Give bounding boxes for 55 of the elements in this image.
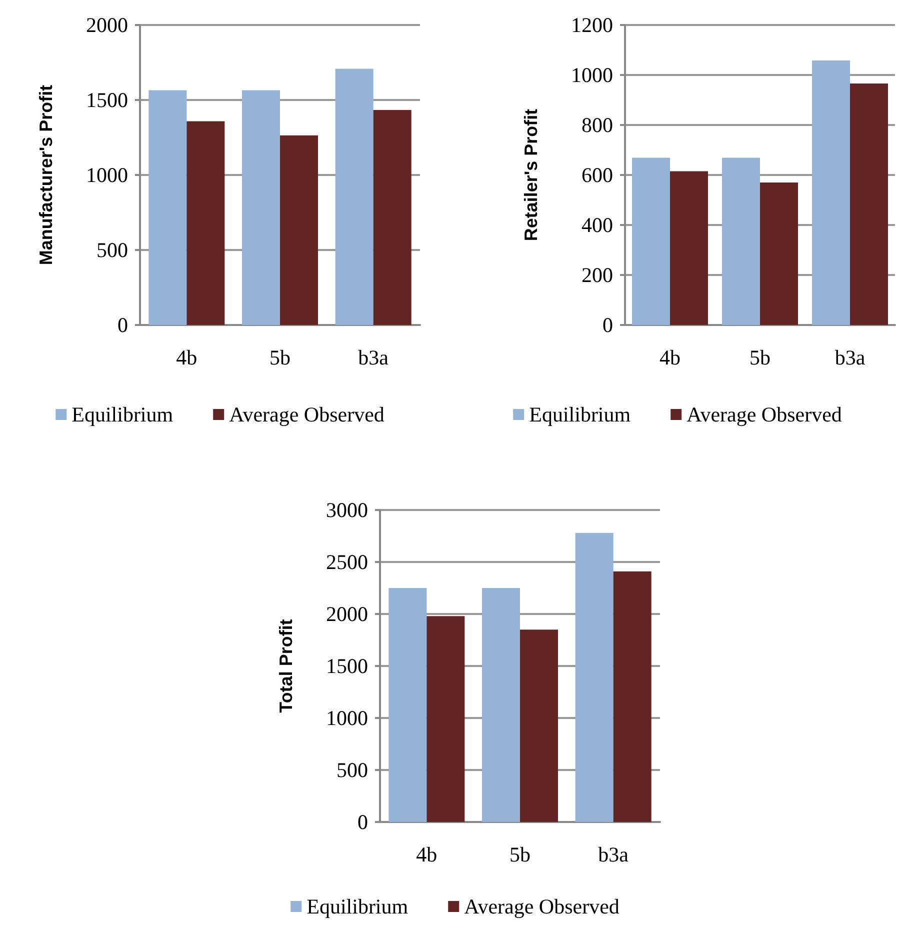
y-tick-label: 1500 [86, 88, 128, 112]
bar [632, 158, 670, 325]
legend-label: Average Observed [686, 402, 842, 426]
legend-label: Equilibrium [529, 402, 631, 426]
y-tick-label: 2000 [326, 602, 368, 626]
bar [722, 158, 760, 325]
bar [670, 171, 708, 325]
legend-label: Average Observed [464, 894, 620, 918]
bar [426, 616, 465, 822]
y-tick-label: 600 [582, 163, 613, 187]
bar [242, 90, 280, 325]
y-tick-label: 2000 [86, 13, 128, 37]
bar [373, 110, 412, 325]
y-tick-label: 1500 [326, 654, 368, 678]
bar [186, 121, 225, 325]
legend-label: Average Observed [229, 402, 385, 426]
bar [335, 68, 374, 325]
bar [760, 182, 798, 325]
x-tick-label: b3a [834, 346, 866, 370]
bar [520, 630, 558, 822]
y-tick-label: 1000 [326, 706, 368, 730]
x-tick-label: 5b [750, 346, 770, 370]
y-axis-title: Total Profit [276, 619, 296, 713]
y-tick-label: 0 [358, 810, 368, 834]
y-tick-label: 400 [582, 213, 613, 237]
x-tick-label: 4b [176, 346, 198, 370]
x-tick-label: 5b [270, 346, 290, 370]
bar [613, 571, 652, 822]
x-tick-label: 5b [510, 842, 530, 866]
y-tick-label: 200 [582, 263, 613, 287]
y-tick-label: 1000 [571, 63, 613, 87]
x-tick-label: b3a [598, 842, 630, 866]
bar [280, 135, 318, 325]
x-tick-label: b3a [358, 346, 390, 370]
y-tick-label: 0 [602, 313, 613, 337]
y-axis-title: Retailer's Profit [521, 108, 541, 242]
bar [482, 588, 520, 822]
y-tick-label: 1200 [571, 13, 613, 37]
bar [575, 532, 614, 822]
y-tick-label: 500 [96, 238, 128, 262]
y-tick-label: 1000 [86, 163, 128, 187]
y-tick-label: 0 [118, 313, 128, 337]
bar [148, 90, 187, 325]
legend-label: Equilibrium [72, 402, 174, 426]
x-tick-label: 4b [660, 346, 680, 370]
y-axis-title: Manufacturer's Profit [36, 84, 56, 266]
legend-label: Equilibrium [306, 894, 408, 918]
bar [388, 588, 427, 822]
y-tick-label: 800 [582, 113, 613, 137]
x-tick-label: 4b [416, 842, 438, 866]
bar [812, 60, 850, 325]
y-tick-label: 3000 [326, 498, 368, 522]
y-tick-label: 500 [336, 758, 368, 782]
bar [850, 84, 888, 325]
y-tick-label: 2500 [326, 550, 368, 574]
